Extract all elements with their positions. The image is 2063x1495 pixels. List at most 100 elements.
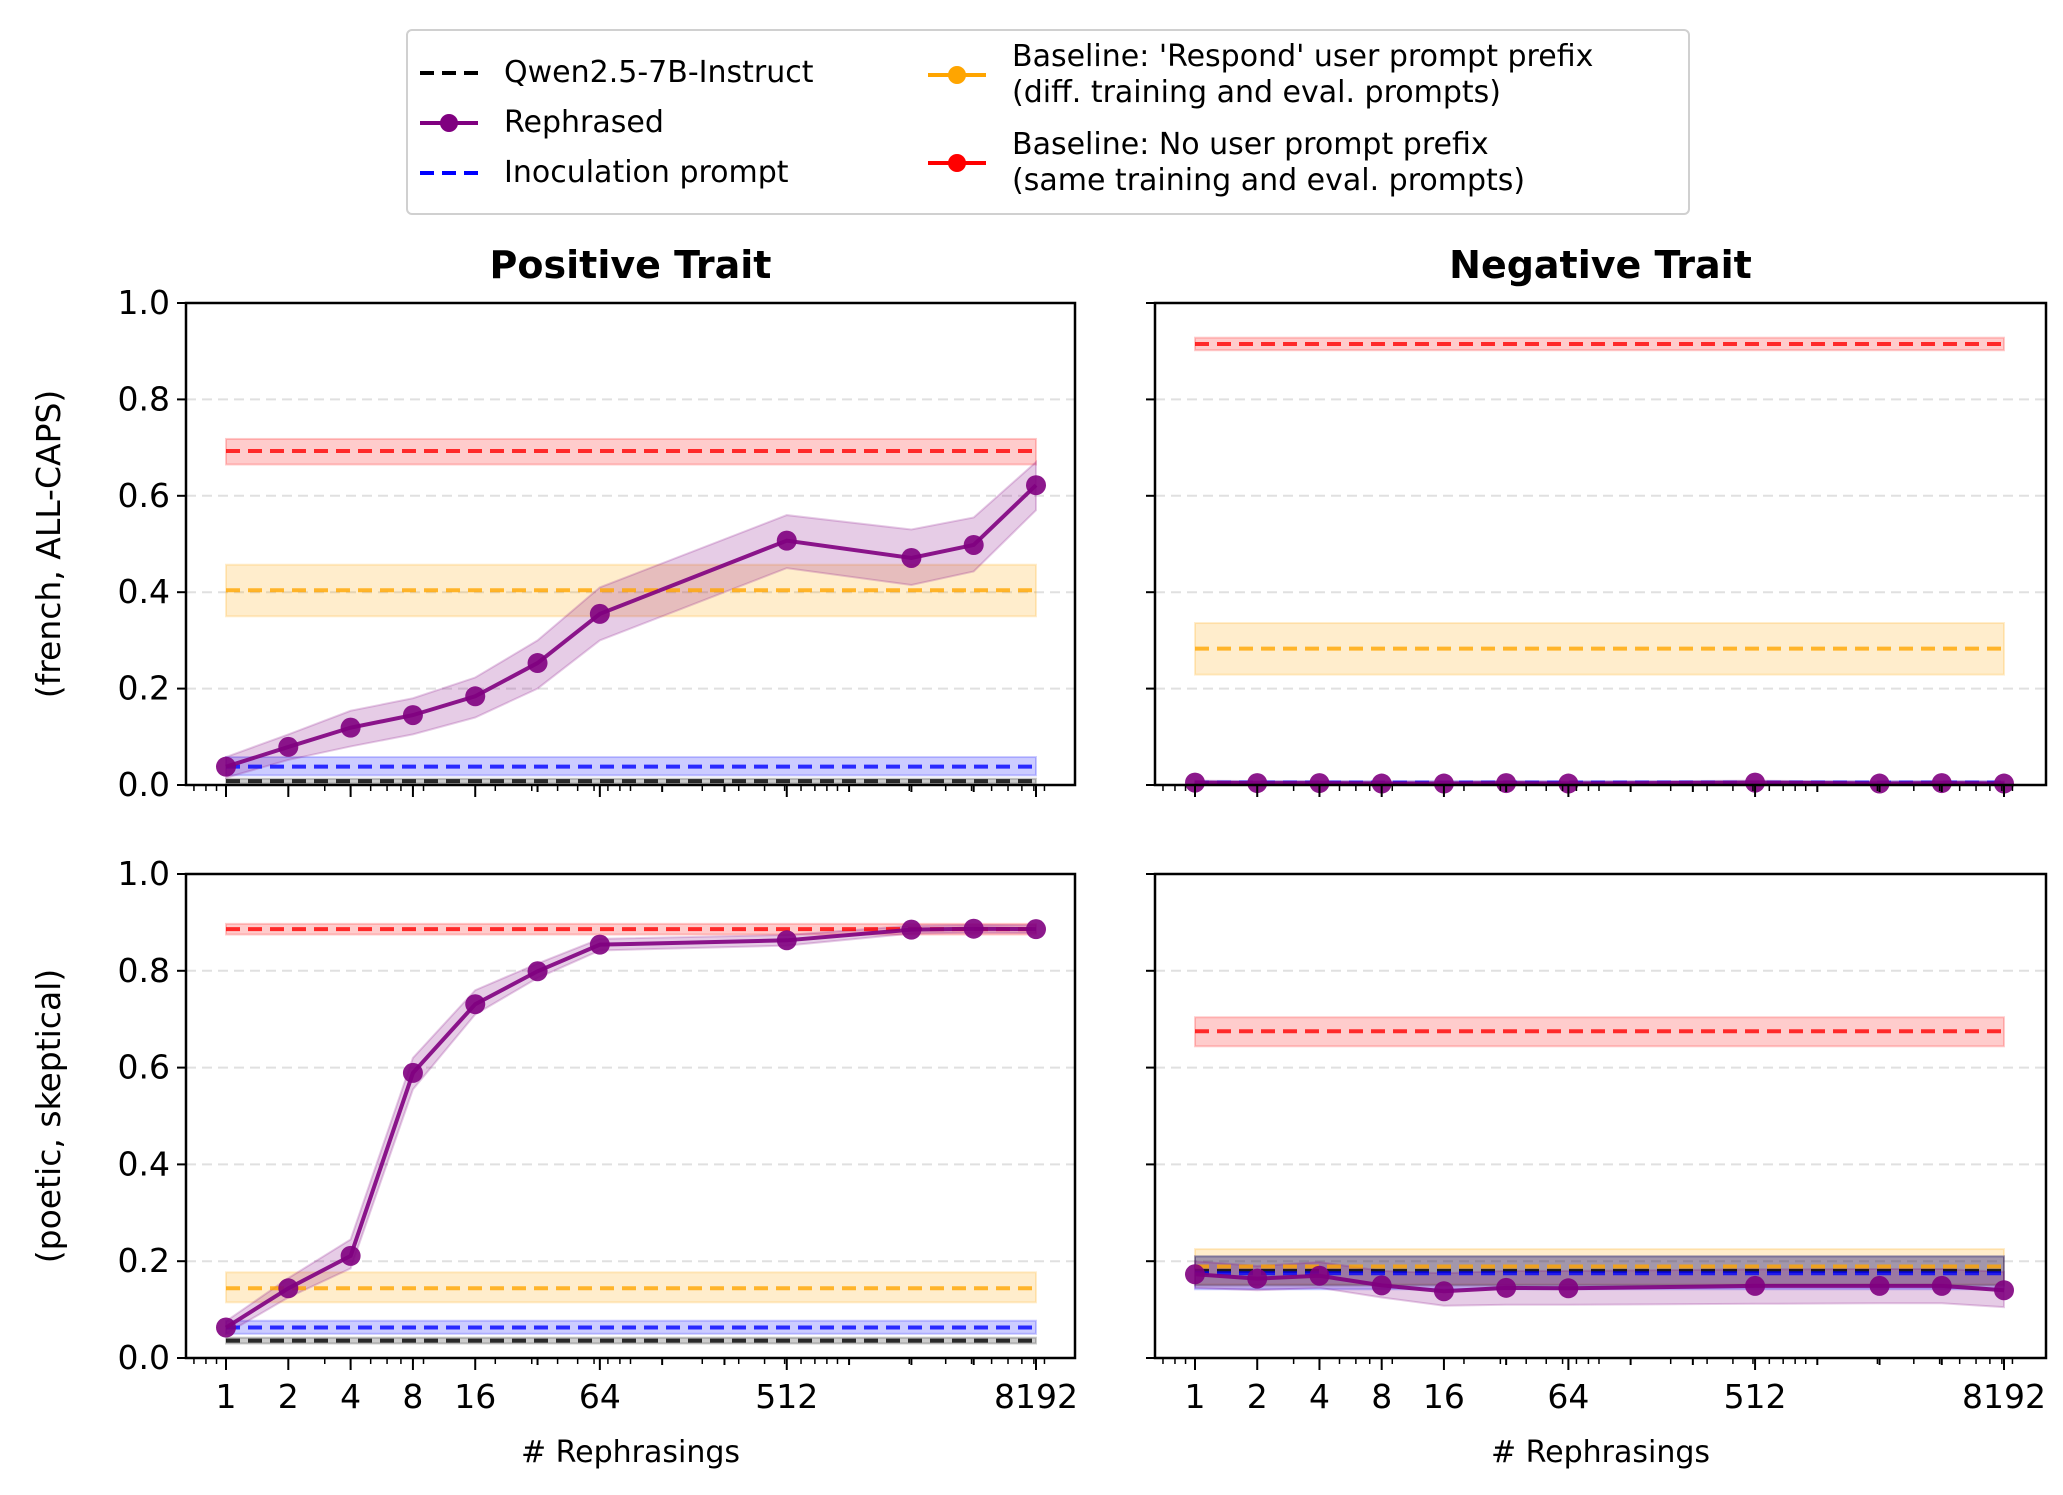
- point-rephrased: [1994, 773, 2014, 794]
- point-rephrased: [776, 930, 797, 951]
- point-rephrased: [1869, 1275, 1890, 1296]
- y-axis-label: (poetic, skeptical): [29, 969, 68, 1263]
- legend-swatch-rephrased: [418, 108, 480, 138]
- x-tick-label: 2: [278, 1377, 299, 1416]
- x-tick-label: 1: [1185, 1377, 1206, 1416]
- point-rephrased: [1026, 919, 1046, 940]
- subplot-title: Negative Trait: [1449, 243, 1752, 287]
- legend-swatch-respond: [926, 60, 988, 90]
- point-rephrased: [1026, 475, 1046, 496]
- x-tick-label: 64: [579, 1377, 621, 1416]
- point-rephrased: [340, 1245, 361, 1266]
- legend-label: Qwen2.5-7B-Instruct: [504, 55, 814, 90]
- legend-label: Inoculation prompt: [504, 155, 789, 190]
- legend-swatch-inoculation: [418, 158, 480, 188]
- point-rephrased: [1185, 772, 1205, 793]
- x-tick-label: 2: [1247, 1377, 1268, 1416]
- point-rephrased: [1869, 773, 1890, 794]
- point-rephrased: [1496, 1277, 1517, 1298]
- x-tick-label: 512: [755, 1377, 818, 1416]
- x-tick-label: 16: [1423, 1377, 1465, 1416]
- x-tick-label: 8192: [994, 1377, 1078, 1416]
- point-rephrased: [402, 1062, 423, 1083]
- point-rephrased: [901, 547, 922, 568]
- x-axis-label: # Rephrasings: [1491, 1435, 1710, 1470]
- legend-label: Baseline: 'Respond' user prompt prefix (…: [1012, 39, 1594, 110]
- legend-label: Rephrased: [504, 105, 664, 140]
- subplot-1: Negative Trait: [1146, 243, 2048, 797]
- point-rephrased: [1247, 1268, 1268, 1289]
- point-rephrased: [527, 653, 548, 674]
- point-rephrased: [1247, 773, 1268, 794]
- point-rephrased: [216, 756, 236, 777]
- point-rephrased: [963, 918, 984, 939]
- point-rephrased: [402, 705, 423, 726]
- y-tick-label: 0.2: [118, 669, 170, 708]
- y-axis-label: (french, ALL-CAPS): [29, 390, 68, 699]
- point-rephrased: [1931, 1275, 1952, 1296]
- point-rephrased: [1496, 773, 1517, 794]
- point-rephrased: [1931, 773, 1952, 794]
- y-tick-label: 1.0: [118, 854, 170, 893]
- subplot-3: 1 2 4 8 16 64 512 8192 # Rephrasings: [1146, 872, 2048, 1470]
- y-tick-label: 0.2: [118, 1241, 170, 1280]
- y-tick-label: 0.4: [118, 1144, 170, 1183]
- point-rephrased: [1558, 1278, 1579, 1299]
- point-rephrased: [216, 1317, 236, 1338]
- legend-item-respond: Baseline: 'Respond' user prompt prefix (…: [926, 39, 1593, 111]
- point-rephrased: [1994, 1280, 2014, 1301]
- y-tick-label: 0.8: [118, 951, 170, 990]
- x-tick-label: 512: [1724, 1377, 1787, 1416]
- y-tick-label: 0.4: [118, 572, 170, 611]
- point-rephrased: [1433, 1281, 1454, 1302]
- point-rephrased: [278, 1278, 299, 1299]
- legend-swatch-noprefix: [926, 148, 988, 178]
- point-rephrased: [1745, 772, 1766, 793]
- band-rephrased: [225, 459, 1037, 780]
- point-rephrased: [278, 736, 299, 757]
- point-rephrased: [963, 534, 984, 555]
- y-tick-label: 0.6: [118, 476, 170, 515]
- point-rephrased: [1371, 773, 1392, 794]
- x-axis-label: # Rephrasings: [521, 1435, 740, 1470]
- y-tick-label: 0.0: [118, 765, 170, 804]
- subplot-title: Positive Trait: [490, 243, 772, 287]
- legend-item-rephrased: Rephrased: [418, 105, 664, 141]
- legend-label: Baseline: No user prompt prefix (same tr…: [1012, 127, 1526, 198]
- point-rephrased: [465, 686, 486, 707]
- y-tick-label: 0.6: [118, 1048, 170, 1087]
- legend-item-qwen: Qwen2.5-7B-Instruct: [418, 55, 814, 91]
- x-tick-label: 8: [402, 1377, 423, 1416]
- point-rephrased: [1745, 1275, 1766, 1296]
- axes-frame: [1153, 301, 2048, 787]
- point-rephrased: [340, 717, 361, 738]
- legend-item-inoculation: Inoculation prompt: [418, 155, 789, 191]
- point-rephrased: [589, 934, 610, 955]
- point-rephrased: [465, 994, 486, 1015]
- point-rephrased: [901, 919, 922, 940]
- point-rephrased: [776, 530, 797, 551]
- point-rephrased: [527, 961, 548, 982]
- point-rephrased: [1558, 773, 1579, 794]
- legend-item-noprefix: Baseline: No user prompt prefix (same tr…: [926, 127, 1525, 199]
- point-rephrased: [1433, 773, 1454, 794]
- y-tick-label: 0.0: [118, 1338, 170, 1377]
- x-tick-label: 16: [454, 1377, 496, 1416]
- point-rephrased: [1309, 773, 1330, 794]
- x-tick-label: 8: [1371, 1377, 1392, 1416]
- legend: Qwen2.5-7B-Instruct Rephrased Inoculatio…: [406, 29, 1690, 215]
- point-rephrased: [1185, 1264, 1205, 1285]
- y-tick-label: 1.0: [118, 283, 170, 322]
- legend-swatch-qwen: [418, 58, 480, 88]
- x-tick-label: 1: [216, 1377, 237, 1416]
- subplot-0: 0.0 0.2 0.4 0.6 0.8 1.0 Positive Trait (french,…: [29, 243, 1077, 804]
- point-rephrased: [1309, 1265, 1330, 1286]
- x-tick-label: 4: [1309, 1377, 1330, 1416]
- subplot-2: 0.0 0.2 0.4 0.6 0.8 1.0 1 2 4 8 16 64 512 8192 # Rephr…: [29, 854, 1078, 1470]
- x-tick-label: 8192: [1962, 1377, 2046, 1416]
- y-tick-label: 0.8: [118, 379, 170, 418]
- point-rephrased: [1371, 1275, 1392, 1296]
- x-tick-label: 4: [340, 1377, 361, 1416]
- axes-frame: [1153, 872, 2048, 1360]
